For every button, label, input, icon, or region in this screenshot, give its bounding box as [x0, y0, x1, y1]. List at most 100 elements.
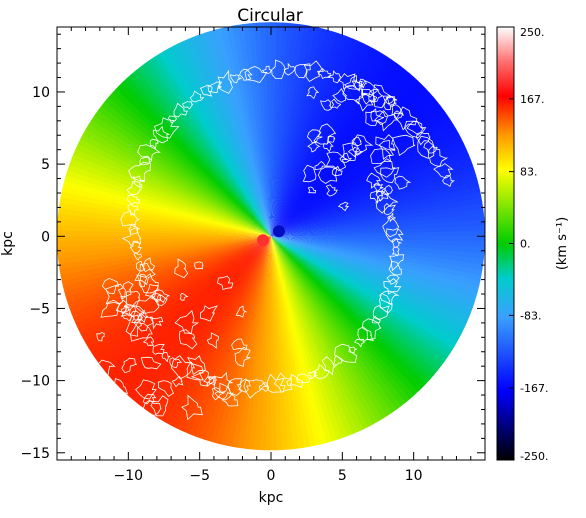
contour — [207, 81, 223, 94]
contour — [331, 165, 343, 177]
velocity-wedge — [271, 236, 485, 248]
velocity-wedge — [271, 236, 484, 265]
velocity-wedge — [271, 236, 384, 422]
contour — [368, 88, 383, 103]
contour — [174, 258, 189, 279]
velocity-wedge — [80, 236, 271, 340]
contour — [394, 175, 412, 190]
velocity-wedge — [271, 236, 463, 339]
contour — [442, 175, 455, 188]
contour — [322, 141, 334, 153]
contour — [152, 343, 165, 355]
velocity-wedge — [111, 236, 271, 385]
y-tick-label: −15 — [20, 446, 50, 462]
contour — [307, 141, 321, 153]
contour — [157, 380, 175, 397]
contour — [135, 379, 157, 400]
velocity-wedge — [60, 191, 272, 237]
contour — [365, 108, 385, 126]
velocity-wedge — [271, 128, 460, 237]
contour — [138, 274, 148, 288]
core-receding — [257, 234, 269, 247]
contour — [361, 318, 382, 341]
contour — [370, 110, 389, 126]
colorbar-tick-label: 0. — [520, 238, 531, 251]
contour — [174, 310, 200, 334]
velocity-wedge — [271, 26, 321, 237]
velocity-wedge — [271, 88, 431, 237]
velocity-wedge — [271, 22, 294, 237]
velocity-wedge — [68, 159, 272, 237]
contour — [358, 78, 367, 89]
contour — [370, 148, 392, 165]
contour — [169, 357, 182, 369]
contour — [126, 181, 143, 196]
contour — [127, 203, 139, 216]
contour — [128, 223, 141, 235]
contour — [142, 336, 155, 346]
velocity-wedge — [271, 236, 485, 259]
velocity-wedge — [271, 23, 299, 237]
velocity-wedge — [271, 47, 378, 237]
contour — [133, 252, 142, 261]
colorbar-tick-label: 167. — [520, 93, 545, 106]
velocity-wedge — [271, 236, 431, 384]
contour — [258, 381, 269, 392]
velocity-wedge — [271, 236, 467, 329]
contour — [351, 136, 362, 146]
contour — [136, 309, 149, 324]
contour — [404, 120, 427, 139]
contour — [372, 315, 381, 324]
contour — [306, 86, 320, 100]
contour — [375, 189, 398, 214]
contour — [308, 370, 318, 380]
contour — [125, 314, 143, 337]
velocity-wedge — [271, 236, 477, 303]
contour — [375, 187, 390, 202]
contour — [351, 134, 374, 156]
contour — [132, 175, 146, 189]
velocity-wedge — [271, 148, 469, 237]
velocity-wedge — [163, 48, 271, 237]
velocity-wedge — [271, 235, 486, 242]
contour — [355, 89, 376, 112]
contour — [129, 240, 142, 254]
contour — [208, 375, 217, 386]
velocity-wedge — [237, 236, 271, 449]
contour — [154, 117, 180, 139]
velocity-wedge — [164, 236, 271, 425]
contour — [348, 346, 358, 354]
contour — [406, 120, 425, 136]
velocity-wedge — [271, 236, 478, 298]
contour — [142, 393, 157, 405]
contour — [152, 289, 170, 303]
contour — [361, 80, 380, 98]
contour — [203, 376, 215, 388]
velocity-wedge — [271, 65, 406, 237]
velocity-wedge — [127, 236, 271, 400]
contour — [186, 362, 204, 381]
velocity-wedge — [271, 236, 475, 308]
contour — [227, 378, 243, 396]
velocity-wedge — [271, 76, 419, 237]
contour — [126, 194, 140, 206]
velocity-wedge — [271, 153, 471, 237]
contour — [347, 146, 360, 158]
y-tick-label: −10 — [20, 374, 50, 390]
velocity-wedge — [271, 236, 415, 400]
contour — [261, 65, 272, 74]
contour — [320, 99, 332, 111]
velocity-wedge — [271, 34, 348, 237]
contour — [231, 338, 248, 351]
contour — [433, 163, 454, 179]
contour — [351, 80, 363, 92]
contour — [366, 172, 381, 189]
contour — [342, 142, 363, 161]
velocity-wedge — [271, 236, 485, 254]
contour — [140, 356, 162, 370]
velocity-wedge — [271, 236, 354, 437]
velocity-wedge — [183, 236, 271, 435]
velocity-wedge — [72, 149, 272, 237]
contour — [417, 135, 435, 159]
velocity-wedge — [131, 69, 271, 237]
